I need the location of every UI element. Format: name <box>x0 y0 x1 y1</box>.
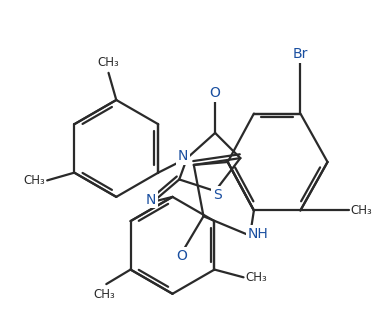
Text: CH₃: CH₃ <box>94 288 115 301</box>
Text: N: N <box>146 193 156 207</box>
Text: CH₃: CH₃ <box>24 174 45 187</box>
Text: CH₃: CH₃ <box>245 271 267 284</box>
Text: CH₃: CH₃ <box>351 204 373 217</box>
Text: CH₃: CH₃ <box>98 56 119 69</box>
Text: N: N <box>178 149 188 163</box>
Text: Br: Br <box>293 47 308 62</box>
Text: O: O <box>177 249 188 263</box>
Text: S: S <box>213 188 221 202</box>
Text: NH: NH <box>247 227 268 241</box>
Text: O: O <box>210 86 221 100</box>
